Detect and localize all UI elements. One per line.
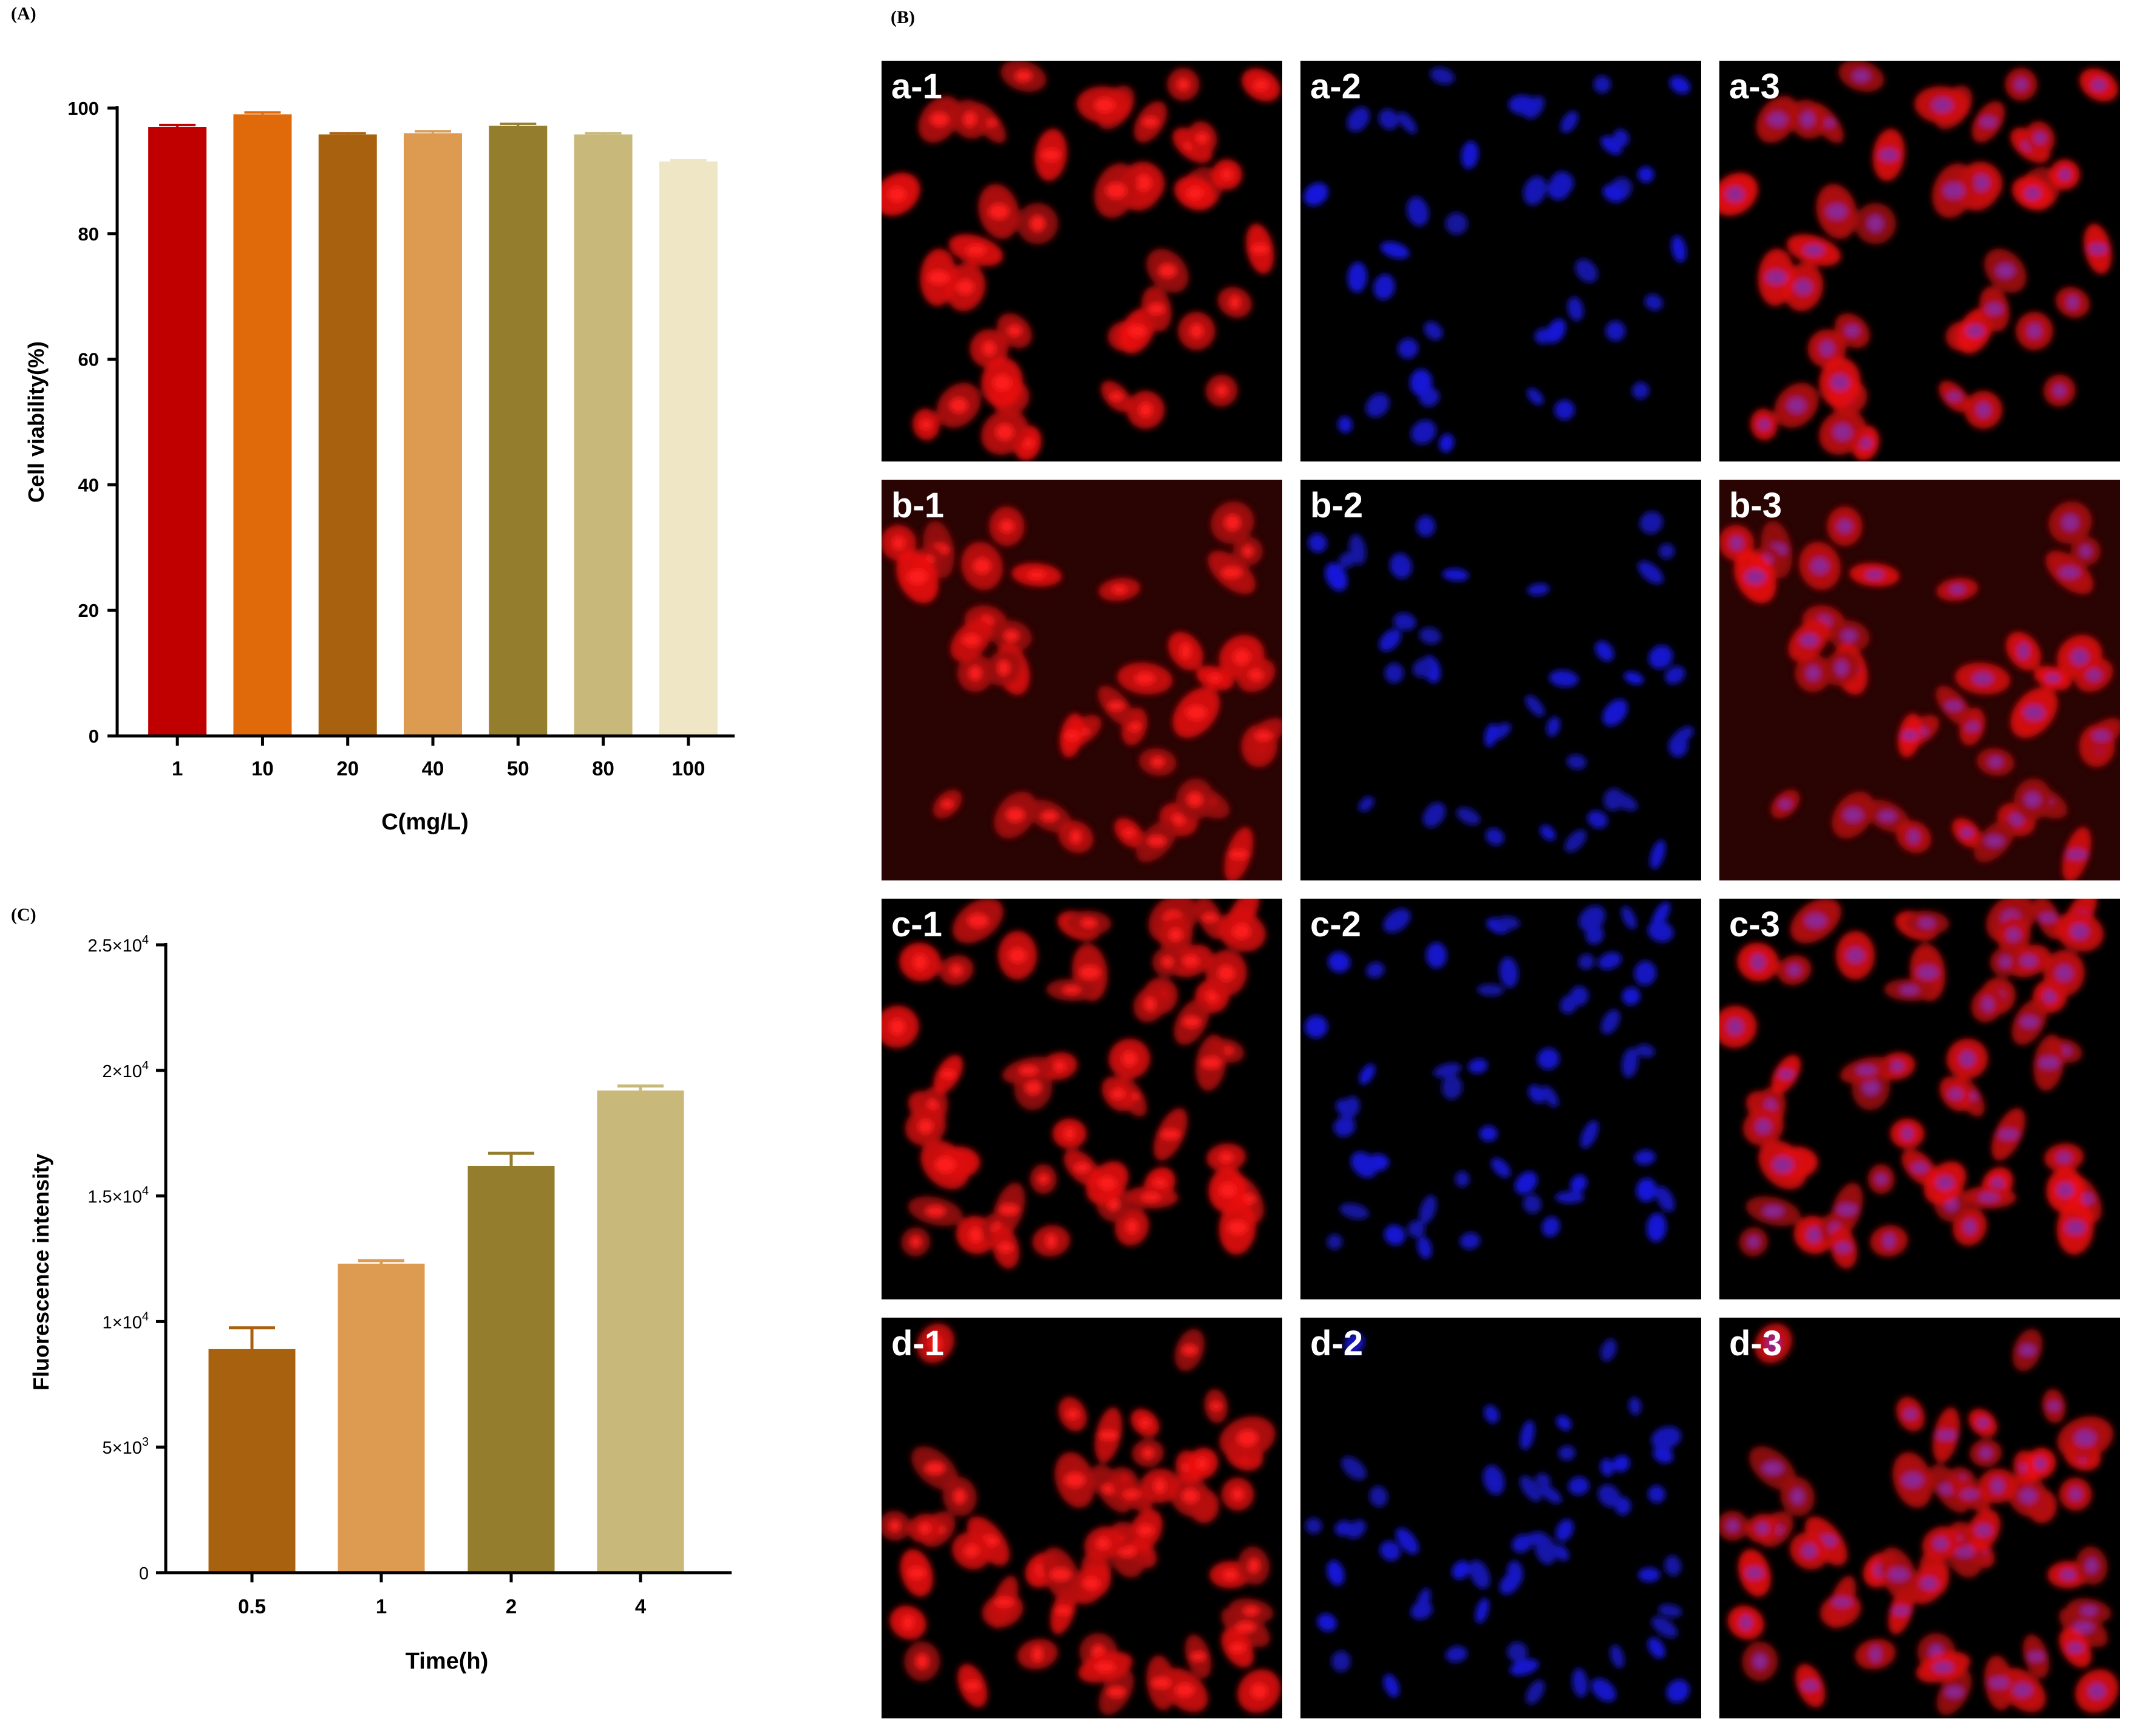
chart-c-marks: 0.5 1 2 4 0 5×103 1×104 1.5×104 2×104 2.5×104 Fluo… — [29, 933, 732, 1674]
x-tick-label-80: 80 — [592, 757, 614, 780]
micrograph-label-d-3: d-3 — [1729, 1324, 1782, 1363]
micrograph-b-2: b-2 — [1300, 480, 1701, 880]
cell-viability-chart: 1 10 20 40 50 80 100 0 20 40 60 80 100 Cell viability… — [24, 98, 735, 835]
x-axis-title: Time(h) — [406, 1649, 489, 1674]
y-tick-label-0: 0 — [89, 726, 99, 747]
bar-1 — [148, 127, 207, 736]
cell-image-b-1 — [882, 501, 1282, 880]
cell-image-a-1 — [882, 61, 1280, 461]
panel-a-label: (A) — [11, 4, 36, 24]
micrograph-label-d-2: d-2 — [1310, 1324, 1363, 1363]
y-tick-label-2: 1×104 — [103, 1310, 149, 1332]
micrograph-label-d-1: d-1 — [891, 1324, 944, 1363]
micrograph-c-3: c-3 — [1719, 899, 2120, 1299]
cell-image-b-3 — [1719, 501, 2120, 880]
micrograph-label-b-1: b-1 — [891, 486, 944, 525]
x-tick-label-20: 20 — [336, 757, 359, 780]
micrograph-label-a-2: a-2 — [1310, 67, 1361, 106]
y-axis-title: Fluorescence intensity — [29, 1154, 53, 1391]
micrograph-c-1: c-1 — [882, 899, 1282, 1299]
micrograph-label-a-3: a-3 — [1729, 67, 1780, 106]
bar-1 — [338, 1264, 425, 1573]
x-tick-label-0.5: 0.5 — [238, 1595, 266, 1618]
bar-10 — [233, 114, 292, 737]
x-tick-label-10: 10 — [251, 757, 274, 780]
micrograph-d-3: d-3 — [1719, 1318, 2120, 1718]
x-axis-title: C(mg/L) — [381, 809, 469, 835]
y-tick-label-100: 100 — [67, 98, 99, 119]
x-tick-label-40: 40 — [422, 757, 444, 780]
micrograph-label-c-2: c-2 — [1310, 905, 1361, 944]
bar-4 — [597, 1090, 684, 1573]
cell-image-d-3 — [1719, 1323, 2119, 1715]
bar-0.5 — [208, 1349, 296, 1573]
cell-image-b-2 — [1308, 511, 1694, 870]
micrograph-c-2: c-2 — [1300, 899, 1701, 1299]
y-tick-label-40: 40 — [78, 474, 99, 495]
cell-image-c-1 — [882, 899, 1266, 1269]
chart-a-marks: 1 10 20 40 50 80 100 0 20 40 60 80 100 Cell viability… — [24, 98, 735, 835]
bar-2 — [467, 1165, 555, 1573]
panel-c-label: (C) — [11, 905, 36, 925]
bar-80 — [574, 134, 633, 737]
micrograph-b-3: b-3 — [1719, 480, 2120, 880]
micrograph-b-1: b-1 — [882, 480, 1282, 880]
x-tick-label-1: 1 — [376, 1595, 387, 1618]
y-tick-label-80: 80 — [78, 223, 99, 245]
y-tick-label-1: 5×103 — [103, 1435, 149, 1458]
bar-40 — [404, 133, 462, 737]
y-tick-label-20: 20 — [78, 600, 99, 621]
x-tick-label-1: 1 — [172, 757, 183, 780]
bar-20 — [318, 134, 377, 737]
y-axis-title: Cell viability(%) — [24, 341, 49, 503]
x-tick-label-100: 100 — [671, 757, 705, 780]
micrograph-label-a-1: a-1 — [891, 67, 942, 106]
y-tick-label-5: 2.5×104 — [87, 933, 149, 956]
micrograph-label-c-3: c-3 — [1729, 905, 1780, 944]
cell-image-c-2 — [1304, 901, 1675, 1259]
x-tick-label-4: 4 — [635, 1595, 647, 1618]
micrograph-d-1: d-1 — [882, 1318, 1282, 1718]
cell-image-d-1 — [882, 1323, 1281, 1715]
cell-image-c-3 — [1719, 899, 2104, 1269]
micrograph-label-c-1: c-1 — [891, 905, 942, 944]
y-tick-label-4: 2×104 — [103, 1059, 149, 1081]
bar-50 — [489, 125, 548, 736]
micrograph-a-3: a-3 — [1719, 61, 2120, 461]
bar-100 — [659, 161, 718, 736]
y-tick-label-3: 1.5×104 — [87, 1185, 149, 1207]
panel-b-label: (B) — [891, 7, 915, 27]
micrograph-label-b-2: b-2 — [1310, 486, 1363, 525]
micrograph-label-b-3: b-3 — [1729, 486, 1782, 525]
micrograph-d-2: d-2 — [1300, 1318, 1701, 1718]
y-tick-label-0: 0 — [139, 1564, 149, 1584]
x-tick-label-2: 2 — [506, 1595, 517, 1618]
cell-image-a-3 — [1719, 61, 2118, 461]
y-tick-label-60: 60 — [78, 349, 99, 370]
cell-image-a-2 — [1303, 67, 1690, 453]
cell-image-d-2 — [1305, 1332, 1690, 1704]
x-tick-label-50: 50 — [507, 757, 529, 780]
micrograph-a-1: a-1 — [882, 61, 1282, 461]
micrograph-a-2: a-2 — [1300, 61, 1701, 461]
